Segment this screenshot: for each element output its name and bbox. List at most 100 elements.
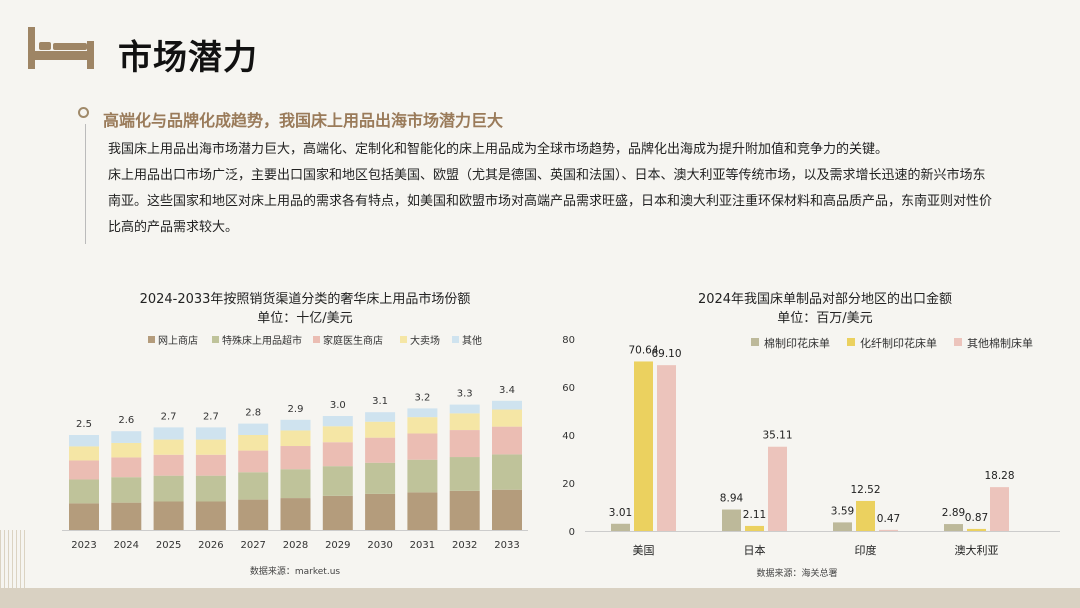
- y-tick-label: 60: [562, 383, 575, 394]
- x-tick-label: 印度: [855, 543, 877, 557]
- x-tick-label: 日本: [744, 543, 766, 557]
- divider-line: [85, 124, 86, 244]
- bar-segment: [195, 454, 226, 476]
- data-label: 35.11: [762, 430, 792, 442]
- bar: [856, 500, 875, 531]
- bar-segment: [153, 439, 184, 455]
- chart2-source: 数据来源：海关总署: [756, 567, 837, 579]
- total-label: 2.7: [161, 411, 177, 422]
- x-tick-label: 澳大利亚: [955, 543, 999, 557]
- total-label: 2.7: [203, 411, 219, 422]
- data-label: 0.47: [877, 513, 900, 525]
- total-label: 2.6: [118, 415, 134, 426]
- bar: [611, 523, 630, 531]
- legend-label: 网上商店: [158, 334, 198, 347]
- data-label: 70.64: [628, 344, 658, 356]
- bar: [944, 524, 963, 531]
- bar-segment: [492, 454, 522, 490]
- legend-label: 大卖场: [410, 334, 440, 347]
- bar-segment: [365, 462, 396, 494]
- legend-label: 其他棉制床单: [967, 336, 1033, 350]
- bar-segment: [153, 501, 184, 530]
- paragraph: 床上用品出口市场广泛，主要出口国家和地区包括美国、欧盟（尤其是德国、英国和法国）…: [108, 168, 993, 235]
- bar-segment: [69, 479, 99, 504]
- decorative-stripes: [0, 530, 28, 588]
- bar-segment: [195, 501, 226, 530]
- total-label: 2.9: [288, 404, 304, 415]
- bar-segment: [365, 493, 396, 530]
- footer-bar: [0, 588, 1080, 608]
- bar-segment: [407, 492, 438, 530]
- chart1-subtitle: 单位：十亿/美元: [257, 311, 353, 326]
- bar-segment: [69, 503, 99, 530]
- bar-segment: [238, 435, 269, 451]
- bar-segment: [322, 466, 353, 496]
- bar-segment: [195, 475, 226, 502]
- bar-segment: [238, 423, 269, 435]
- legend-label: 其他: [462, 334, 482, 347]
- x-tick-label: 2028: [283, 540, 308, 551]
- legend-swatch: [400, 336, 407, 343]
- bar-segment: [449, 404, 480, 414]
- bar-segment: [407, 408, 438, 418]
- legend-label: 化纤制印花床单: [860, 336, 937, 350]
- data-label: 2.11: [743, 509, 766, 521]
- bar-segment: [449, 490, 480, 530]
- data-label: 3.59: [831, 505, 854, 517]
- bar-segment: [280, 469, 311, 499]
- bar-segment: [407, 417, 438, 434]
- x-tick-label: 2026: [198, 540, 223, 551]
- data-label: 2.89: [942, 507, 965, 519]
- total-label: 2.5: [76, 419, 92, 430]
- bar-segment: [153, 427, 184, 440]
- data-label: 3.01: [609, 507, 632, 519]
- bar-segment: [407, 459, 438, 493]
- bar-segment: [280, 419, 311, 431]
- chart1-source: 数据来源：market.us: [250, 565, 341, 577]
- chart2-title: 2024年我国床单制品对部分地区的出口金额: [697, 292, 953, 307]
- data-label: 12.52: [850, 484, 880, 496]
- body-text: 我国床上用品出海市场潜力巨大，高端化、定制化和智能化的床上用品成为全球市场趋势，…: [108, 137, 998, 241]
- data-label: 69.10: [651, 348, 681, 360]
- y-tick-label: 20: [562, 479, 575, 490]
- bar: [745, 525, 764, 531]
- bar-segment: [492, 489, 522, 530]
- bar-segment: [365, 421, 396, 438]
- bar-segment: [69, 446, 99, 461]
- x-tick-label: 2031: [410, 540, 435, 551]
- bar-segment: [69, 460, 99, 480]
- bar-segment: [492, 400, 522, 410]
- bar-segment: [280, 498, 311, 530]
- legend-swatch: [452, 336, 459, 343]
- legend-swatch: [847, 338, 855, 346]
- grouped-bar-chart: 棉制印花床单 化纤制印花床单 其他棉制床单 0 20 40 60 80 3.01 70.6469.…: [562, 335, 1060, 579]
- bar-segment: [322, 442, 353, 467]
- x-tick-label: 2033: [494, 540, 519, 551]
- bar-segment: [449, 457, 480, 491]
- bar-segment: [69, 435, 99, 447]
- section-heading: 高端化与品牌化成趋势，我国床上用品出海市场潜力巨大: [103, 111, 504, 130]
- bar-segment: [238, 472, 269, 500]
- bar-segment: [322, 495, 353, 530]
- page-title: 市场潜力: [118, 38, 258, 78]
- bar: [967, 528, 986, 531]
- bar-segment: [238, 499, 269, 530]
- bar-segment: [153, 454, 184, 476]
- legend-label: 家庭医生商店: [323, 334, 383, 347]
- bar-segment: [111, 477, 142, 503]
- x-tick-label: 2025: [156, 540, 181, 551]
- data-label: 8.94: [720, 493, 744, 505]
- bar-segment: [238, 450, 269, 473]
- legend-swatch: [954, 338, 962, 346]
- bar-segment: [322, 416, 353, 427]
- x-tick-label: 2030: [367, 540, 392, 551]
- bar-segment: [322, 426, 353, 443]
- bar: [768, 446, 787, 531]
- bar-segment: [153, 475, 184, 502]
- legend-swatch: [751, 338, 759, 346]
- x-tick-label: 2032: [452, 540, 477, 551]
- bar: [833, 522, 852, 531]
- total-label: 3.2: [414, 392, 430, 403]
- total-label: 2.8: [245, 408, 261, 419]
- x-tick-label: 2029: [325, 540, 350, 551]
